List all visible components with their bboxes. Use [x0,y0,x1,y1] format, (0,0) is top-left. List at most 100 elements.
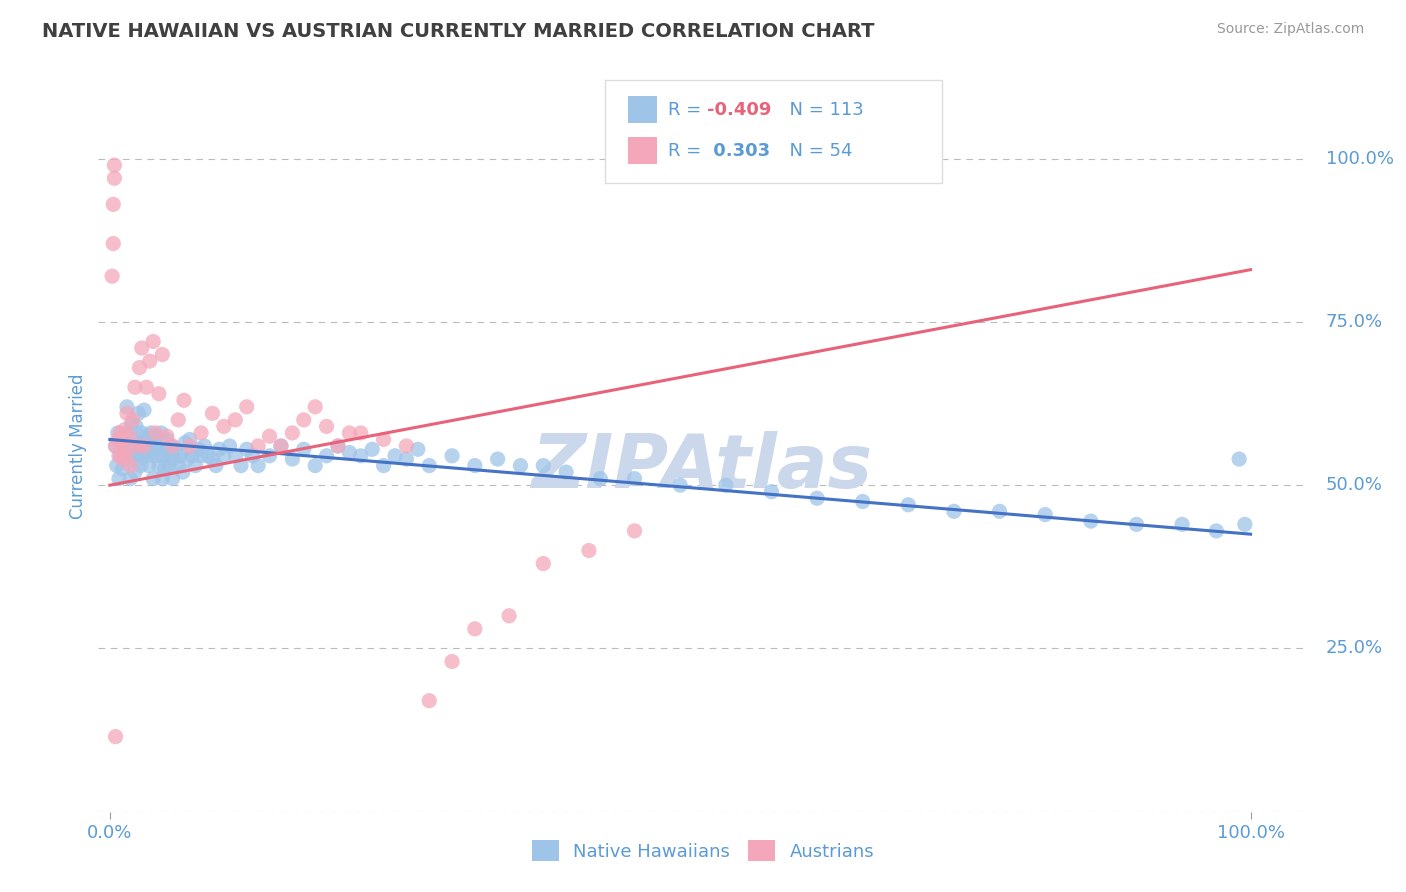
Point [174,435,197,450]
Point [218,439,240,453]
Point [150,425,173,440]
Text: 0.303: 0.303 [707,142,770,160]
Point [117,439,139,453]
Text: ZIPAtlas: ZIPAtlas [533,432,873,505]
Point [162,439,184,453]
Point [229,458,252,473]
Point [141,445,163,459]
Point [714,478,737,492]
Point [131,341,153,355]
Point [281,425,304,440]
Point [128,435,150,450]
Point [115,425,138,440]
Point [806,491,828,506]
Point [131,425,153,440]
Point [1033,508,1056,522]
Point [112,442,135,457]
Point [107,433,129,447]
Point [184,458,207,473]
Point [159,449,181,463]
Point [124,465,146,479]
Point [132,439,155,453]
Point [103,158,125,172]
Point [136,449,159,463]
Point [179,439,201,453]
Point [190,449,212,463]
Point [129,458,152,473]
Point [117,439,139,453]
Point [1233,517,1256,532]
Point [988,504,1011,518]
Point [259,449,281,463]
Point [373,458,395,473]
Point [132,435,155,450]
Point [172,465,194,479]
Text: 25.0%: 25.0% [1326,640,1384,657]
Point [152,449,174,463]
Point [121,416,143,430]
Point [350,449,373,463]
Point [486,452,509,467]
Point [135,380,157,394]
Point [104,439,127,453]
Point [179,433,201,447]
Point [201,406,224,420]
Point [121,413,143,427]
Point [259,429,281,443]
Point [337,445,360,459]
Point [149,442,172,457]
Point [292,413,315,427]
Point [156,433,179,447]
Point [197,449,219,463]
Y-axis label: Currently Married: Currently Married [69,373,87,519]
Point [156,442,179,457]
Point [270,439,292,453]
Point [373,433,395,447]
Point [270,439,292,453]
Point [326,439,349,453]
Point [315,419,337,434]
Point [464,622,486,636]
Text: R =: R = [668,142,707,160]
Point [350,425,373,440]
Point [163,452,186,467]
Point [112,433,135,447]
Point [145,429,167,443]
Point [205,458,228,473]
Point [153,462,176,476]
Point [148,386,170,401]
Point [114,452,136,467]
Point [247,439,270,453]
Point [173,393,195,408]
Point [326,439,349,453]
Point [224,449,246,463]
Point [201,452,224,467]
Point [103,171,125,186]
Point [160,439,183,453]
Point [142,334,165,349]
Point [531,557,554,571]
Text: -0.409: -0.409 [707,101,772,119]
Point [135,429,157,443]
Point [589,472,612,486]
Text: R =: R = [668,101,707,119]
Point [157,458,180,473]
Point [105,458,128,473]
Point [212,419,235,434]
Point [406,442,429,457]
Point [224,413,246,427]
Point [110,439,132,453]
Point [107,425,129,440]
Point [165,442,187,457]
Point [127,439,149,453]
Point [292,442,315,457]
Point [139,425,162,440]
Text: 75.0%: 75.0% [1326,313,1384,331]
Point [418,458,440,473]
Point [118,452,141,467]
Point [212,449,235,463]
Point [115,406,138,420]
Point [104,730,127,744]
Point [132,449,155,463]
Point [281,452,304,467]
